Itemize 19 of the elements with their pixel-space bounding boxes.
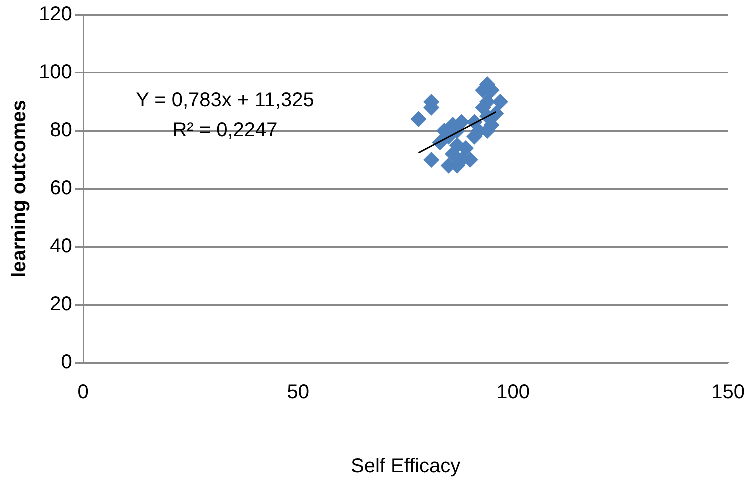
annotation: R² = 0,2247	[172, 120, 278, 142]
y-tick-label: 120	[38, 4, 72, 26]
x-tick-label: 50	[287, 382, 310, 404]
point	[492, 94, 508, 110]
point	[458, 140, 474, 156]
y-tick-label: 40	[50, 236, 72, 258]
y-tick-label: 60	[50, 178, 72, 200]
y-tick-label: 80	[50, 120, 72, 142]
x-tick-label: 150	[712, 382, 746, 404]
y-tick-label: 100	[38, 62, 72, 84]
point	[424, 152, 440, 168]
x-axis-title: Self Efficacy	[351, 456, 461, 478]
y-tick-label: 20	[50, 294, 72, 316]
x-tick-label: 0	[78, 382, 89, 404]
point	[410, 112, 426, 128]
y-axis-title: learning outcomes	[8, 100, 31, 278]
x-tick-label: 100	[496, 382, 530, 404]
annotation: Y = 0,783x + 11,325	[136, 90, 314, 112]
y-tick-label: 0	[61, 352, 72, 374]
